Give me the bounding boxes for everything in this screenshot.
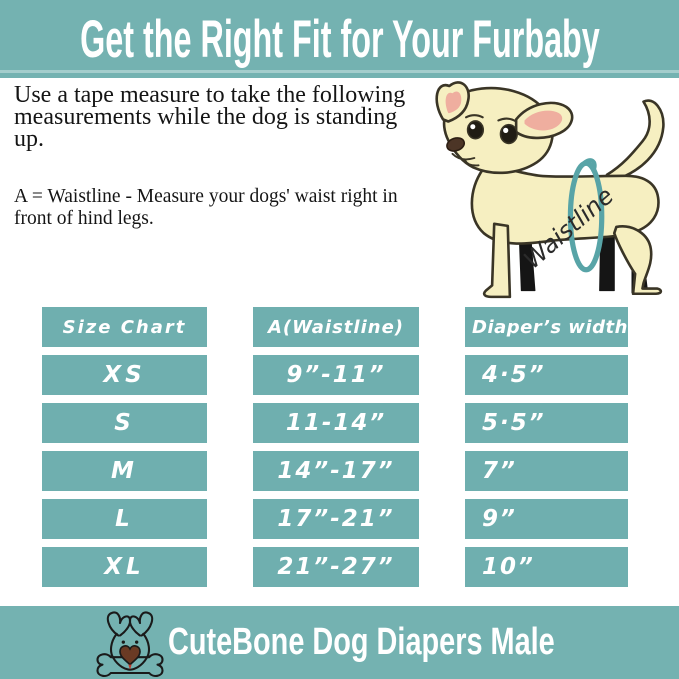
dog-head-with-bone-icon	[96, 611, 164, 677]
dog-mouth	[451, 152, 476, 161]
table-cell-waistline: 21”-27”	[253, 547, 419, 587]
dog-near-front-leg	[482, 222, 512, 299]
table-header-diaper-width: Diaper’s width	[465, 307, 628, 347]
header-banner: Get the Right Fit for Your Furbaby	[0, 0, 679, 78]
measuring-tape-hook	[581, 158, 597, 173]
table-cell-size: L	[42, 499, 207, 539]
table-cell-waistline: 17”-21”	[253, 499, 419, 539]
dog-nose	[446, 137, 466, 152]
dog-tail	[605, 99, 665, 184]
table-cell-diaper-width: 9”	[465, 499, 628, 539]
dog-left-ear-inner	[445, 91, 462, 114]
instructions-block: Use a tape measure to take the following…	[14, 82, 412, 229]
measure-instruction-text: Use a tape measure to take the following…	[14, 82, 406, 152]
banner-divider	[0, 70, 679, 73]
dog-right-eye	[499, 123, 518, 145]
table-cell-diaper-width: 7”	[465, 451, 628, 491]
dog-body	[470, 166, 660, 245]
table-cell-diaper-width: 4·5”	[465, 355, 628, 395]
dog-near-hind-leg	[612, 225, 663, 296]
chihuahua-illustration: Waistline	[435, 81, 665, 299]
table-cell-diaper-width: 5·5”	[465, 403, 628, 443]
table-cell-waistline: 9”-11”	[253, 355, 419, 395]
table-cell-waistline: 14”-17”	[253, 451, 419, 491]
dog-right-ear-inner	[524, 110, 563, 131]
table-header-size: Size Chart	[42, 307, 207, 347]
brand-name: CuteBone Dog Diapers Male	[168, 621, 555, 663]
waistline-definition-text: A = Waistline - Measure your dogs' waist…	[14, 186, 398, 229]
dog-left-eye	[466, 120, 485, 140]
table-cell-size: XL	[42, 547, 207, 587]
page-title: Get the Right Fit for Your Furbaby	[79, 9, 600, 69]
table-cell-size: M	[42, 451, 207, 491]
size-chart-table: Size Chart A(Waistline) Diaper’s width X…	[42, 307, 628, 587]
table-cell-size: S	[42, 403, 207, 443]
footer-brand-bar: CuteBone Dog Diapers Male	[0, 606, 679, 679]
table-header-waistline: A(Waistline)	[253, 307, 419, 347]
table-cell-diaper-width: 10”	[465, 547, 628, 587]
table-cell-waistline: 11-14”	[253, 403, 419, 443]
table-cell-size: XS	[42, 355, 207, 395]
